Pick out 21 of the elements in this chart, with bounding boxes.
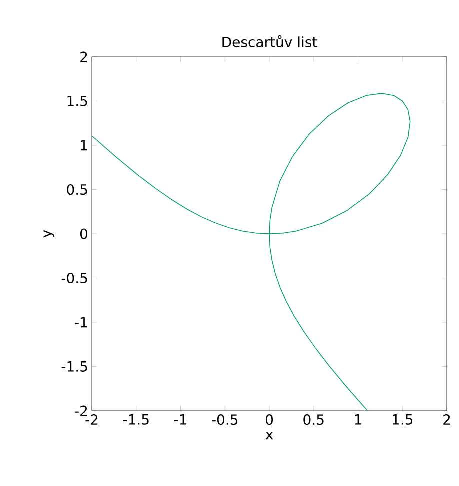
x-tick-label: 1 [355,414,362,425]
x-tick-label: -1.5 [123,414,149,425]
x-tick-label: 2 [444,414,450,425]
x-tick-label: -1 [174,414,186,425]
y-tick-label: 1 [81,140,88,151]
x-tick-label: 0.5 [304,414,324,426]
y-tick-label: 0.5 [67,184,88,196]
x-tick-label: 1.5 [393,414,413,425]
x-tick-label: -0.5 [212,414,238,426]
y-tick-label: -0.5 [62,272,88,284]
y-axis-title: y [44,230,54,238]
y-tick-label: -2 [75,406,88,416]
x-axis-title: x [266,432,274,440]
y-tick-label: 2 [80,52,88,62]
line-series [92,93,411,411]
y-tick-label: -1.5 [62,362,88,372]
y-tick-label: -1 [75,317,88,328]
y-tick-label: 0 [80,228,88,240]
x-tick-label: 0 [266,414,274,426]
chart-title: Descartův list [222,35,318,48]
y-tick-label: 1.5 [68,96,88,106]
